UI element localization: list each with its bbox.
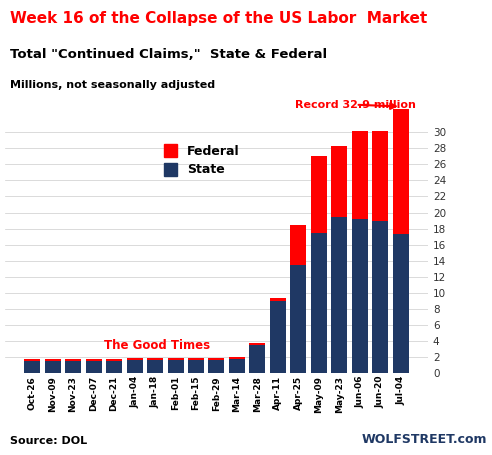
Bar <box>332 217 347 373</box>
Text: Millions, not seasonally adjusted: Millions, not seasonally adjusted <box>10 80 215 90</box>
Bar <box>65 359 81 361</box>
Bar <box>270 298 286 301</box>
Bar <box>311 157 327 233</box>
Bar <box>229 359 245 373</box>
Text: The Good Times: The Good Times <box>104 339 210 352</box>
Bar <box>352 131 368 219</box>
Bar <box>372 131 388 221</box>
Text: Record 32.9 million: Record 32.9 million <box>295 100 416 110</box>
Bar <box>270 301 286 373</box>
Bar <box>126 359 143 360</box>
Bar <box>290 225 307 265</box>
Bar <box>352 219 368 373</box>
Bar <box>86 359 101 361</box>
Bar <box>188 360 204 373</box>
Bar <box>86 361 101 373</box>
Bar <box>24 361 40 373</box>
Bar <box>24 359 40 361</box>
Bar <box>45 361 61 373</box>
Legend: Federal, State: Federal, State <box>159 139 245 182</box>
Bar <box>65 361 81 373</box>
Text: Source: DOL: Source: DOL <box>10 436 87 446</box>
Bar <box>393 109 409 234</box>
Bar <box>147 358 163 360</box>
Bar <box>106 361 122 373</box>
Bar <box>209 358 224 360</box>
Text: Week 16 of the Collapse of the US Labor  Market: Week 16 of the Collapse of the US Labor … <box>10 11 427 26</box>
Bar <box>45 359 61 361</box>
Bar <box>126 360 143 373</box>
Bar <box>168 360 184 373</box>
Bar <box>106 359 122 361</box>
Bar <box>229 357 245 359</box>
Bar <box>393 234 409 373</box>
Bar <box>372 221 388 373</box>
Bar <box>249 345 265 373</box>
Bar <box>168 358 184 360</box>
Bar <box>147 360 163 373</box>
Bar <box>311 233 327 373</box>
Bar <box>209 360 224 373</box>
Text: Total "Continued Claims,"  State & Federal: Total "Continued Claims," State & Federa… <box>10 48 327 61</box>
Text: WOLFSTREET.com: WOLFSTREET.com <box>362 433 487 446</box>
Bar <box>290 265 307 373</box>
Bar <box>332 146 347 217</box>
Bar <box>249 343 265 345</box>
Bar <box>188 358 204 360</box>
